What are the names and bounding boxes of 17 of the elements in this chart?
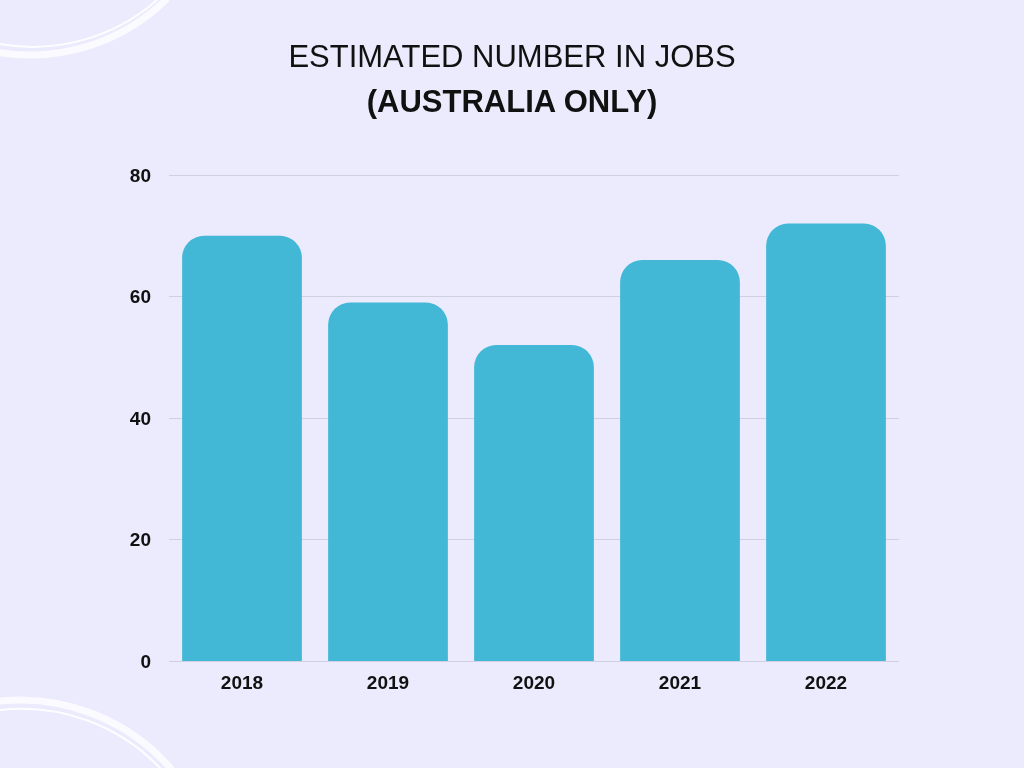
y-tick-label: 60 [129,286,151,307]
bar [620,260,740,661]
bar [766,223,886,661]
x-tick-label: 2022 [804,672,848,693]
bar [328,302,448,661]
x-tick-label: 2021 [658,672,702,693]
bar [182,235,302,661]
chart-subtitle: (AUSTRALIA ONLY) [366,84,658,119]
x-tick-label: 2019 [366,672,410,693]
bar [474,345,594,661]
y-tick-label: 40 [129,407,151,429]
y-tick-label: 0 [140,650,151,672]
x-tick-label: 2018 [220,672,264,693]
y-tick-label: 80 [129,164,151,186]
y-tick-label: 20 [129,529,151,550]
chart-title: ESTIMATED NUMBER IN JOBS [288,39,736,74]
x-tick-label: 2020 [512,672,556,693]
